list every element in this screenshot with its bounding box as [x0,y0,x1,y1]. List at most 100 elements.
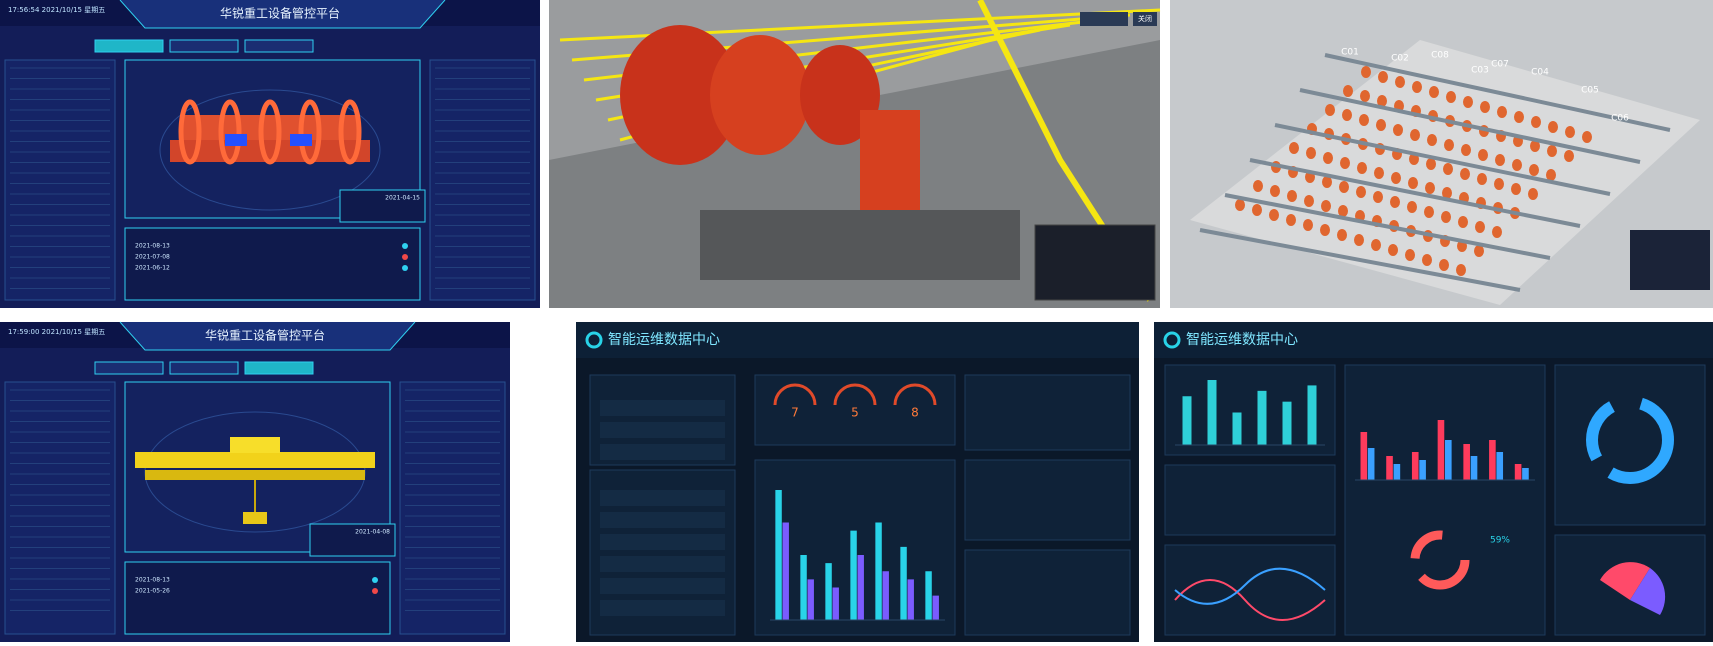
bar [1307,385,1317,445]
barrel [1512,159,1522,171]
card [964,549,1131,636]
list-row [600,422,725,438]
barrel [1441,211,1451,223]
crane-trolley [230,437,280,453]
bar [925,571,932,620]
crane-hook [243,512,267,524]
tab [169,361,239,375]
list-row [600,600,725,616]
gauge-value: 7 [791,406,799,420]
bar [1419,460,1426,480]
bar [775,490,782,620]
barrel [1371,239,1381,251]
card [1164,464,1336,536]
bar [850,530,857,620]
steel-beam [1224,193,1551,260]
bar [1393,464,1401,480]
barrel [1529,164,1539,176]
pit [700,210,1020,280]
bar [782,522,789,620]
list-row [600,444,725,460]
barrel [1356,186,1366,198]
barrel [1530,140,1540,152]
barrel [1342,109,1352,121]
barrel [1361,66,1371,78]
barrel [1252,204,1262,216]
table-date: 2021-07-08 [135,254,170,261]
bar [1257,390,1267,445]
zone-label: C03 [1471,66,1489,76]
barrel [1304,195,1314,207]
card [1164,544,1336,636]
bar [1182,396,1192,445]
barrel [1393,124,1403,136]
bar [1282,401,1292,445]
clock: 17:56:54 2021/10/15 星期五 [8,6,105,14]
bar [1411,452,1419,480]
gauge-arc [893,383,937,406]
barrel [1456,264,1466,276]
barrel [1564,150,1574,162]
status-dot [402,254,408,260]
barrel [1343,85,1353,97]
barrel [1424,206,1434,218]
bar [1463,444,1470,480]
bar [882,571,889,620]
status-dot [372,577,378,583]
status-dot [402,265,408,271]
bar [875,522,882,620]
barrel [1477,173,1487,185]
machine-drum [298,99,322,165]
machine-arm [860,110,920,210]
barrel [1463,96,1473,108]
barrel [1405,249,1415,261]
machine-drum [338,99,362,165]
barrel [1478,149,1488,161]
machine-motor [225,134,247,146]
logo [1163,331,1181,349]
tab [94,361,164,375]
bar [1470,456,1478,480]
barrel [1253,180,1263,192]
bar [932,595,939,620]
zone-label: C06 [1611,114,1629,124]
card [964,459,1131,541]
barrel [1442,187,1452,199]
barrel [1287,190,1297,202]
rose-chart [1600,562,1650,600]
barrel [1390,196,1400,208]
list-row [600,512,725,528]
machine-drum [258,99,282,165]
legend-box [1630,230,1710,290]
drum [620,25,740,165]
bar [1437,420,1445,480]
steel-beam [1324,53,1671,132]
barrel [1547,145,1557,157]
info-box [339,189,426,223]
barrel [1492,226,1502,238]
barrel [1494,178,1504,190]
barrel [1480,101,1490,113]
list-row [600,556,725,572]
bar [1360,432,1368,480]
status-dot [372,588,378,594]
gauge-value: 8 [911,406,919,420]
donut [1410,530,1470,590]
barrel [1407,201,1417,213]
bar [1514,464,1522,480]
close-button[interactable] [1133,12,1157,26]
line-chart [1174,567,1326,605]
right-list [399,381,506,635]
table-date: 2021-06-12 [135,265,170,272]
barrel [1565,126,1575,138]
steel-beam [1249,158,1581,228]
steel-beam [1199,228,1521,292]
barrel [1528,188,1538,200]
card [1344,364,1546,636]
barrel [1306,147,1316,159]
bar [900,546,907,620]
table-date: 2021-05-26 [135,588,170,595]
barrel [1408,177,1418,189]
header-bar [576,322,1139,358]
gauge-arc [773,383,817,406]
